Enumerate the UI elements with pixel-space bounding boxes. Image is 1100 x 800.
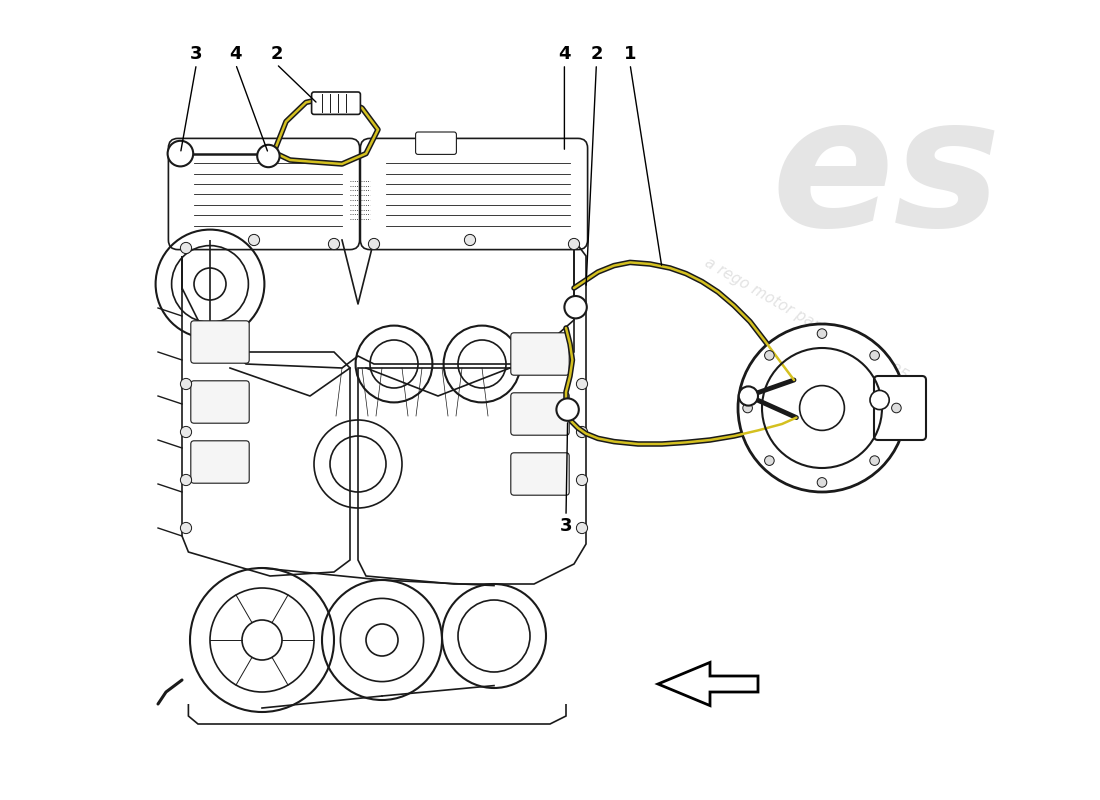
Circle shape: [764, 456, 774, 466]
FancyBboxPatch shape: [190, 381, 250, 423]
Text: 3: 3: [560, 518, 572, 535]
Circle shape: [180, 426, 191, 438]
Text: 3: 3: [190, 45, 202, 62]
Circle shape: [180, 522, 191, 534]
Circle shape: [817, 478, 827, 487]
Circle shape: [870, 456, 879, 466]
Text: es: es: [771, 88, 1001, 264]
Circle shape: [249, 234, 260, 246]
Circle shape: [739, 386, 758, 406]
Circle shape: [464, 234, 475, 246]
Circle shape: [870, 390, 889, 410]
FancyBboxPatch shape: [874, 376, 926, 440]
Circle shape: [180, 378, 191, 390]
Circle shape: [817, 329, 827, 338]
Circle shape: [892, 403, 901, 413]
Circle shape: [180, 242, 191, 254]
Circle shape: [764, 350, 774, 360]
FancyBboxPatch shape: [416, 132, 456, 154]
Text: 2: 2: [271, 45, 283, 62]
Text: 1: 1: [624, 45, 636, 62]
Circle shape: [564, 296, 586, 318]
FancyBboxPatch shape: [510, 453, 569, 495]
Circle shape: [576, 426, 587, 438]
Circle shape: [576, 378, 587, 390]
FancyBboxPatch shape: [190, 321, 250, 363]
Circle shape: [557, 398, 579, 421]
FancyBboxPatch shape: [361, 138, 587, 250]
Circle shape: [368, 238, 379, 250]
Circle shape: [569, 238, 580, 250]
Circle shape: [870, 350, 879, 360]
Text: 2: 2: [591, 45, 603, 62]
Text: 4: 4: [558, 45, 571, 62]
Text: a rego motor parts since 1985: a rego motor parts since 1985: [702, 255, 911, 385]
FancyBboxPatch shape: [190, 441, 250, 483]
Circle shape: [167, 141, 194, 166]
Circle shape: [742, 403, 752, 413]
FancyBboxPatch shape: [168, 138, 360, 250]
Circle shape: [257, 145, 279, 167]
Circle shape: [738, 324, 906, 492]
Circle shape: [576, 522, 587, 534]
FancyBboxPatch shape: [510, 333, 569, 375]
Circle shape: [329, 238, 340, 250]
Text: 4: 4: [229, 45, 242, 62]
Circle shape: [576, 474, 587, 486]
Circle shape: [180, 474, 191, 486]
FancyBboxPatch shape: [311, 92, 361, 114]
FancyBboxPatch shape: [510, 393, 569, 435]
